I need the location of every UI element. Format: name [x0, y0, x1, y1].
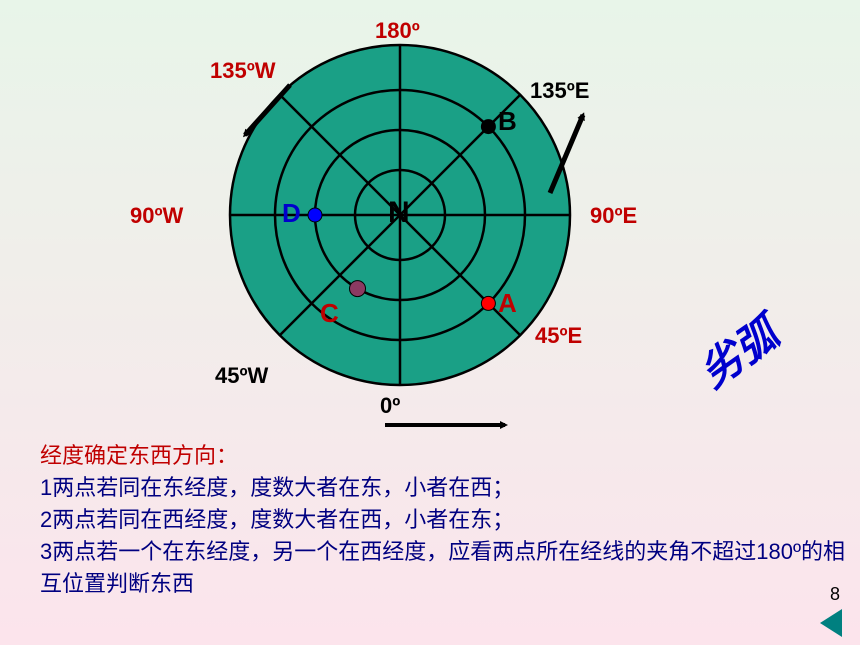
label: 45ºE [535, 325, 582, 347]
label: 135ºE [530, 80, 589, 102]
heading: 经度确定东西方向： [40, 440, 238, 472]
rule-3: 3两点若一个在东经度，另一个在西经度，应看两点所在经线的夹角不超过180º的相互… [40, 539, 845, 596]
label: C [320, 300, 339, 326]
label: 45ºW [215, 365, 268, 387]
label: 90ºE [590, 205, 637, 227]
label: 0º [380, 395, 400, 417]
prev-slide-button[interactable] [820, 609, 842, 637]
label: D [282, 200, 301, 226]
rule-1: 1两点若同在东经度，度数大者在东，小者在西； [40, 475, 514, 500]
label: 135ºW [210, 60, 276, 82]
rule-2: 2两点若同在西经度，度数大者在西，小者在东； [40, 507, 514, 532]
label: N [388, 198, 410, 228]
label: B [498, 108, 517, 134]
page-number: 8 [830, 584, 840, 605]
label: 180º [375, 20, 420, 42]
explanation-text: 经度确定东西方向： 1两点若同在东经度，度数大者在东，小者在西； 2两点若同在西… [40, 440, 860, 599]
label: A [498, 290, 517, 316]
label: 90ºW [130, 205, 183, 227]
